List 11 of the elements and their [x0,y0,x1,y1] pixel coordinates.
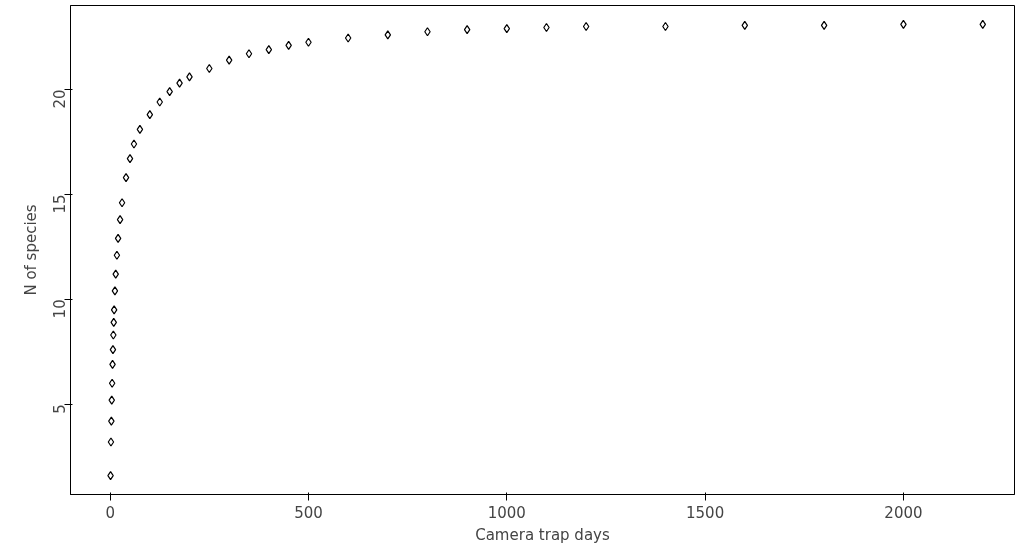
y-axis-title: N of species [21,204,40,296]
y-tick-label: 20 [51,89,70,109]
x-axis-title: Camera trap days [475,525,610,544]
x-tick-label: 0 [105,503,115,522]
x-tick-label: 1500 [686,503,725,522]
y-tick-label: 5 [51,404,70,414]
x-tick-label: 2000 [884,503,923,522]
y-tick-label: 10 [51,299,70,319]
y-tick-label: 15 [51,194,70,214]
x-tick-label: 1000 [487,503,526,522]
x-tick-label: 500 [294,503,323,522]
